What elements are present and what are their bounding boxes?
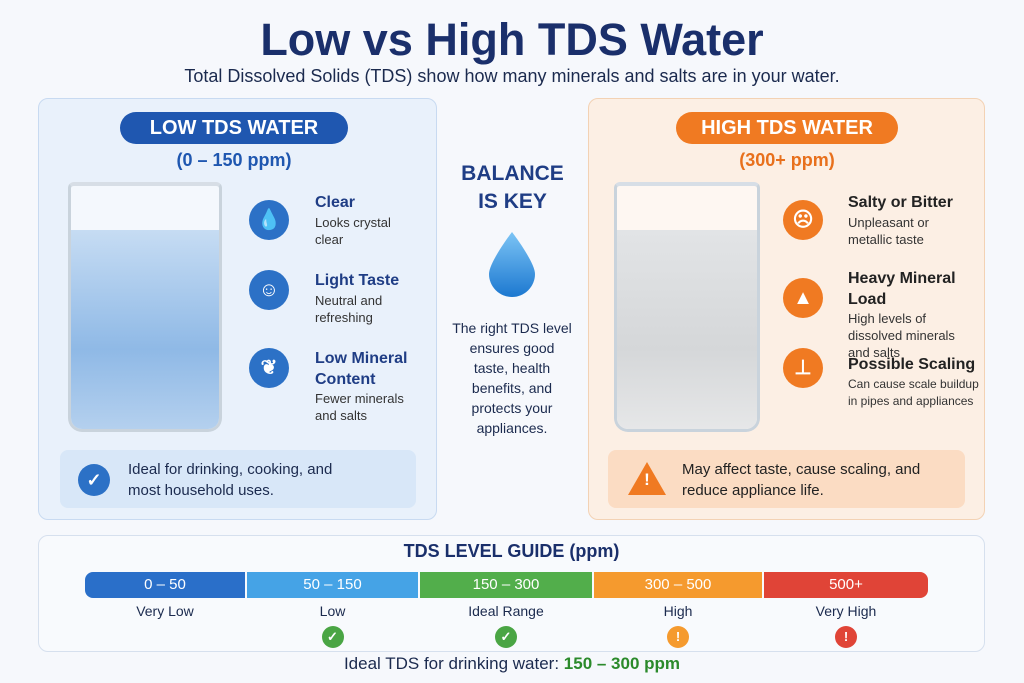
level-label: Low: [319, 603, 346, 619]
feature-desc: Fewer minerals and salts: [315, 391, 404, 423]
balance-heading-line-2: IS KEY: [478, 190, 547, 213]
feature-title: Low Mineral Content: [315, 350, 408, 388]
water-drop-icon: [487, 230, 537, 298]
balance-heading: BALANCE IS KEY: [440, 160, 585, 216]
alert-icon: !: [835, 626, 857, 648]
pipe-icon: ⊥: [783, 348, 823, 388]
high-tds-label: HIGH TDS WATER: [676, 112, 898, 144]
smiley-tongue-icon: ☺: [249, 270, 289, 310]
feature-title: Heavy Mineral Load: [848, 270, 956, 308]
low-tds-note: Ideal for drinking, cooking, and most ho…: [128, 461, 333, 499]
clear-water-glass-icon: [68, 182, 222, 432]
low-tds-note-box: [60, 450, 416, 508]
high-tds-range: (300+ ppm): [739, 150, 835, 170]
level-segment: 300 – 500: [594, 572, 762, 598]
feature-desc: High levels of dissolved minerals and sa…: [848, 311, 955, 360]
warning-icon-mark: !: [644, 470, 650, 489]
level-segment: 50 – 150: [247, 572, 418, 598]
balance-heading-line-1: BALANCE: [461, 162, 564, 185]
check-icon: ✓: [495, 626, 517, 648]
leaf-icon: ❦: [249, 348, 289, 388]
feature-title: Clear: [315, 194, 356, 211]
feature-desc: Looks crystal clear: [315, 215, 391, 247]
level-label: Very High: [815, 603, 877, 619]
checkmark-icon: ✓: [78, 464, 110, 496]
footer-prefix: Ideal TDS for drinking water:: [343, 654, 560, 673]
low-tds-range: (0 – 150 ppm): [176, 150, 292, 170]
high-tds-note: May affect taste, cause scaling, and red…: [682, 461, 921, 499]
level-label: Very Low: [136, 603, 194, 619]
page-subtitle: Total Dissolved Solids (TDS) show how ma…: [184, 66, 840, 86]
level-segment: 0 – 50: [85, 572, 245, 598]
level-segment: 500+: [764, 572, 928, 598]
feature-desc: Unpleasant or metallic taste: [848, 215, 929, 247]
level-label: Ideal Range: [468, 603, 544, 619]
feature-title: Salty or Bitter: [848, 194, 953, 211]
level-label: High: [663, 603, 693, 619]
alert-icon: !: [667, 626, 689, 648]
high-tds-note-box: [608, 450, 965, 508]
cloudy-water-glass-icon: [614, 182, 760, 432]
disgusted-face-icon: ☹: [783, 200, 823, 240]
feature-title: Possible Scaling: [848, 356, 976, 373]
check-icon: ✓: [321, 626, 344, 648]
water-drop-icon: 💧: [249, 200, 289, 240]
feature-title: Light Taste: [315, 272, 400, 289]
page-title: Low vs High TDS Water: [260, 14, 764, 65]
guide-title: TDS LEVEL GUIDE (ppm): [403, 541, 620, 561]
guide-footer: Ideal TDS for drinking water: 150 – 300 …: [0, 654, 1024, 674]
mountain-icon: ▲: [783, 278, 823, 318]
footer-value: 150 – 300 ppm: [563, 654, 681, 673]
warning-icon: [628, 462, 666, 495]
feature-desc: Can cause scale buildup in pipes and app…: [848, 377, 979, 408]
level-segment: 150 – 300: [420, 572, 592, 598]
feature-desc: Neutral and refreshing: [315, 293, 383, 325]
balance-text: The right TDS level ensures good taste, …: [452, 320, 572, 436]
low-tds-label: LOW TDS WATER: [120, 112, 348, 144]
